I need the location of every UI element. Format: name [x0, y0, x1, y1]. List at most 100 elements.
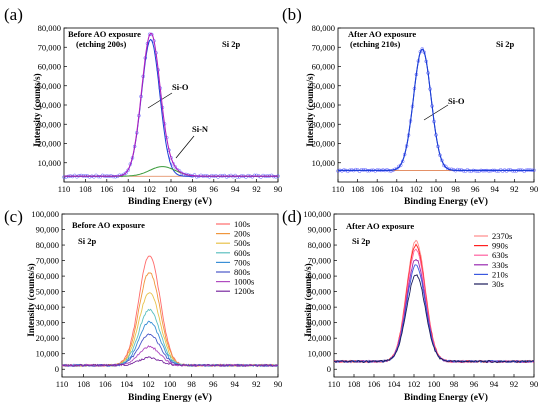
legend-label: 1200s — [234, 286, 254, 296]
panel-label: (a) — [4, 5, 23, 24]
region-note: Si 2p — [78, 236, 96, 246]
x-tick-label: 110 — [56, 379, 68, 389]
x-tick-label: 104 — [120, 379, 134, 389]
x-tick-label: 94 — [231, 379, 240, 389]
panel-c: (c) Intensity (counts/s) Binding Energy … — [4, 207, 282, 403]
region-note: Si 2p — [222, 39, 240, 49]
raw-data-point — [444, 164, 448, 169]
y-tick-label: 50,000 — [308, 287, 331, 297]
legend-label: 330s — [492, 260, 508, 270]
y-tick-label: 80,000 — [308, 240, 331, 250]
x-tick-label: 96 — [210, 184, 219, 194]
condition-note: Before AO exposure — [72, 220, 145, 230]
y-axis-label: Intensity (counts/s) — [26, 263, 36, 336]
panel-a: (a) Intensity (counts/s) Binding Energy … — [4, 5, 282, 207]
x-tick-label: 102 — [143, 184, 156, 194]
x-tick-label: 92 — [252, 379, 261, 389]
y-tick-label: 100,000 — [31, 209, 59, 219]
raw-data-point — [522, 169, 526, 174]
annotation-si-n: Si-N — [192, 124, 209, 134]
x-axis-label: Binding Energy (eV) — [404, 392, 488, 403]
legend-label: 200s — [234, 229, 250, 239]
y-tick-label: 40,000 — [312, 100, 335, 110]
legend-label: 100s — [234, 219, 250, 229]
series-line — [61, 356, 279, 368]
raw-data-point — [274, 175, 278, 179]
x-tick-label: 90 — [530, 379, 539, 389]
raw-data-point — [235, 175, 240, 179]
y-tick-label: 70,000 — [308, 256, 331, 266]
y-tick-label: 10,000 — [38, 158, 61, 168]
raw-data-point — [124, 171, 128, 175]
x-tick-label: 110 — [58, 184, 70, 194]
y-tick-label: 10,000 — [312, 158, 335, 168]
raw-data-point — [500, 169, 505, 173]
y-tick-label: 80,000 — [38, 23, 61, 33]
raw-data-point — [475, 169, 479, 173]
y-tick-label: 20,000 — [38, 139, 61, 149]
series-line — [333, 274, 535, 364]
y-tick-label: 70,000 — [38, 42, 61, 52]
panel-label: (b) — [282, 5, 302, 24]
annotation-si-o: Si-O — [172, 82, 189, 92]
legend-label: 1000s — [234, 277, 254, 287]
x-tick-label: 98 — [188, 184, 197, 194]
raw-data-point — [261, 173, 265, 178]
x-tick-label: 100 — [428, 379, 441, 389]
raw-data-point — [420, 47, 425, 51]
x-tick-label: 92 — [252, 184, 261, 194]
x-tick-label: 96 — [470, 379, 479, 389]
y-tick-label: 50,000 — [36, 287, 59, 297]
y-tick-label: 40,000 — [308, 302, 331, 312]
legend-label: 990s — [492, 241, 508, 251]
x-tick-label: 108 — [77, 379, 90, 389]
x-tick-label: 110 — [328, 379, 340, 389]
fit-envelope — [64, 32, 278, 177]
x-tick-label: 102 — [410, 184, 423, 194]
panel-label: (d) — [282, 207, 302, 226]
y-tick-label: 80,000 — [312, 23, 335, 33]
annotation-si-o-arrow — [423, 104, 449, 121]
y-axis-label: Intensity (counts/s) — [32, 73, 42, 146]
raw-data-point — [75, 175, 79, 179]
raw-data-point — [79, 173, 83, 178]
raw-data-point — [487, 169, 491, 173]
y-tick-label: 100,000 — [303, 209, 331, 219]
y-tick-label: 20,000 — [36, 333, 59, 343]
legend-label: 600s — [234, 248, 250, 258]
etching-note: (etching 210s) — [350, 39, 400, 49]
y-tick-label: 70,000 — [36, 256, 59, 266]
y-tick-label: 30,000 — [308, 318, 331, 328]
annotation-si-n-arrow — [175, 135, 195, 159]
panel-label: (c) — [4, 207, 23, 226]
y-tick-label: 60,000 — [36, 271, 59, 281]
y-tick-label: 0 — [55, 364, 59, 374]
panel-d: (d) Intensity (counts/s) Binding Energy … — [282, 207, 538, 403]
raw-data-point — [504, 169, 509, 173]
raw-data-point — [385, 167, 389, 172]
x-axis-label: Binding Energy (eV) — [128, 196, 212, 207]
region-note: Si 2p — [496, 39, 514, 49]
legend-label: 700s — [234, 257, 250, 267]
raw-data-point — [254, 173, 259, 178]
raw-data-point — [64, 175, 68, 179]
x-axis-label: Binding Energy (eV) — [404, 196, 488, 207]
raw-data-point — [346, 169, 350, 174]
x-tick-label: 90 — [274, 184, 283, 194]
etching-note: (etching 200s) — [76, 39, 126, 49]
condition-note: Before AO exposure — [68, 29, 141, 39]
y-tick-label: 90,000 — [308, 225, 331, 235]
y-tick-label: 20,000 — [308, 333, 331, 343]
y-tick-label: 70,000 — [312, 42, 335, 52]
raw-data-point — [173, 165, 178, 169]
condition-note: After AO exposure — [346, 221, 414, 231]
raw-data-point — [100, 173, 105, 178]
x-tick-label: 100 — [430, 184, 443, 194]
y-tick-label: 40,000 — [36, 302, 59, 312]
x-tick-label: 92 — [510, 184, 519, 194]
legend-label: 2370s — [492, 231, 512, 241]
region-note: Si 2p — [352, 236, 370, 246]
x-tick-label: 100 — [165, 184, 178, 194]
legend-label: 630s — [492, 250, 508, 260]
